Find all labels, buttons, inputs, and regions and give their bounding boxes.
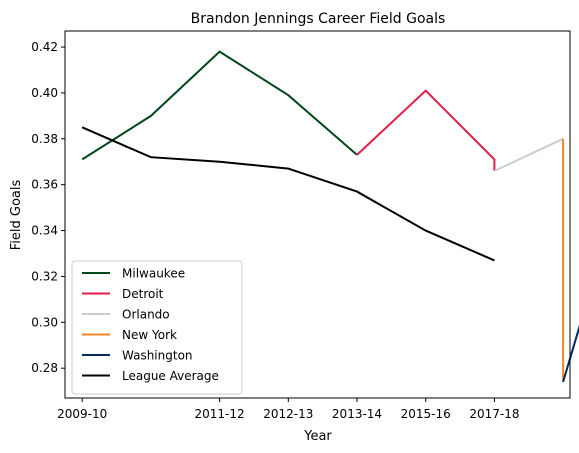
legend: Milwaukee Detroit Orlando New York Washingto… <box>71 260 243 395</box>
x-tick-label: 2013-14 <box>332 407 382 421</box>
series-line-detroit <box>356 89 496 171</box>
series-line-league-average <box>81 126 495 262</box>
series-line-milwaukee <box>81 50 358 161</box>
series-line-orlando <box>493 137 564 172</box>
y-tick-label: 0.40 <box>31 86 58 100</box>
legend-label-detroit: Detroit <box>122 287 164 301</box>
x-axis: 2009-10 2011-12 2012-13 2013-14 2015-16 2017-… <box>57 398 519 421</box>
y-tick-label: 0.32 <box>31 269 58 283</box>
x-tick-label: 2017-18 <box>469 407 519 421</box>
plot-series <box>81 50 579 383</box>
x-tick-label: 2011-12 <box>195 407 245 421</box>
legend-label-league-average: League Average <box>122 369 219 383</box>
legend-label-orlando: Orlando <box>122 308 170 322</box>
x-axis-label: Year <box>303 429 332 444</box>
plot-frame <box>64 30 571 399</box>
legend-label-milwaukee: Milwaukee <box>122 267 185 281</box>
x-tick-label: 2012-13 <box>263 407 313 421</box>
x-tick-label: 2009-10 <box>57 407 107 421</box>
series-line-washington <box>562 324 579 383</box>
chart-title: Brandon Jennings Career Field Goals <box>191 11 446 27</box>
legend-box <box>71 260 243 395</box>
y-tick-label: 0.28 <box>31 361 58 375</box>
y-axis: 0.28 0.30 0.32 0.34 0.36 0.38 0.40 0.42 <box>31 40 65 375</box>
y-tick-label: 0.42 <box>31 40 58 54</box>
y-tick-label: 0.30 <box>31 315 58 329</box>
y-tick-label: 0.38 <box>31 132 58 146</box>
y-tick-label: 0.36 <box>31 178 58 192</box>
legend-label-new-york: New York <box>122 328 177 342</box>
y-tick-label: 0.34 <box>31 224 58 238</box>
y-axis-label: Field Goals <box>9 180 24 251</box>
legend-label-washington: Washington <box>122 349 193 363</box>
x-tick-label: 2015-16 <box>401 407 451 421</box>
